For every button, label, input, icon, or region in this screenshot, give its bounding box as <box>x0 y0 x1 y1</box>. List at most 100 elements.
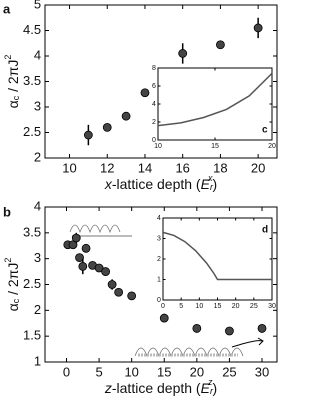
data-point <box>102 123 112 132</box>
y-axis-label-part: c <box>11 298 21 303</box>
x-axis-label-part: z <box>207 377 213 387</box>
y-axis-label-part: / 2πJ <box>5 60 21 96</box>
data-point <box>127 291 137 301</box>
y-tick-label: 0 <box>152 137 156 144</box>
inset: 0 5 10 15 20 25 30 0 1 2 3 4 d <box>157 215 276 310</box>
y-tick-label: 2 <box>34 302 41 317</box>
data-point <box>81 243 91 253</box>
data-point <box>94 263 104 273</box>
y-tick-label: 2.5 <box>23 276 41 291</box>
y-tick-label: 3.5 <box>23 73 41 88</box>
data-point <box>159 313 169 323</box>
x-tick-label: 15 <box>211 143 219 150</box>
data-point <box>121 111 131 121</box>
y-tick-label: 2 <box>157 256 161 263</box>
x-axis-label: x-lattice depth (Erx) <box>104 173 217 192</box>
data-line <box>162 231 272 281</box>
x-tick-label: 5 <box>179 303 183 310</box>
x-axis-label-part: -lattice depth ( <box>112 176 201 192</box>
y-tick-label: 4 <box>34 198 41 213</box>
x-tick-label: 20 <box>232 303 240 310</box>
y-tick-label: 1.5 <box>23 328 41 343</box>
x-tick-label: 20 <box>268 143 276 150</box>
data-point <box>75 253 84 263</box>
y-tick-label: 5 <box>34 0 41 11</box>
y-axis-label-part: 2 <box>3 55 13 60</box>
y-axis-label: αc / 2πJ2 <box>3 55 21 109</box>
y-tick-label: 8 <box>152 65 156 72</box>
data-point <box>178 49 188 58</box>
y-tick-label: 2 <box>152 119 156 126</box>
y-tick-label: 2 <box>34 149 41 164</box>
y-tick-label: 3 <box>34 250 41 265</box>
x-tick-label: 10 <box>124 364 138 379</box>
data-point <box>114 287 124 297</box>
x-tick-label: 25 <box>222 364 236 379</box>
y-axis-label-part: α <box>5 303 21 311</box>
data-point <box>216 40 225 50</box>
y-axis-label-part: 2 <box>3 258 13 263</box>
x-axis-label-part: -lattice depth ( <box>112 380 201 396</box>
inset: 10 15 20 0 2 4 6 8 c <box>152 65 276 150</box>
x-tick-label: 0 <box>161 303 165 310</box>
data-line <box>157 72 273 127</box>
x-tick-label: 18 <box>213 160 227 175</box>
x-tick-label: 16 <box>175 160 189 175</box>
data-point <box>101 267 111 276</box>
inset-background <box>158 68 272 140</box>
y-axis-label: αc / 2πJ2 <box>3 258 21 312</box>
x-tick-label: 15 <box>214 303 222 310</box>
x-tick-label: 10 <box>154 143 162 150</box>
y-axis-label-part: / 2πJ <box>5 263 21 299</box>
x-axis-label-part: ) <box>212 176 217 192</box>
x-axis-label-part: r <box>210 386 214 396</box>
x-axis-label-part: r <box>210 182 214 192</box>
x-axis-label-part: x <box>207 173 213 183</box>
y-tick-label: 2.5 <box>23 124 41 139</box>
y-tick-label: 4 <box>152 101 156 108</box>
x-axis-label-part: ) <box>212 380 217 396</box>
x-axis-label-part: E <box>201 176 211 192</box>
y-tick-label: 6 <box>152 83 156 90</box>
y-tick-label: 3 <box>34 98 41 113</box>
x-axis-label: z-lattice depth (Erz) <box>104 377 217 396</box>
panel-label: b <box>3 204 11 219</box>
x-axis-label-part: E <box>201 380 211 396</box>
y-tick-label: 3.5 <box>23 224 41 239</box>
y-tick-label: 4.5 <box>23 22 41 37</box>
data-point <box>253 23 263 33</box>
data-point <box>83 130 93 140</box>
x-tick-label: 15 <box>157 364 171 379</box>
x-tick-label: 20 <box>190 364 204 379</box>
panel-label: d <box>262 225 268 236</box>
data-point <box>71 233 81 243</box>
x-tick-label: 10 <box>195 303 203 310</box>
data-point <box>225 326 234 336</box>
x-tick-label: 20 <box>251 160 265 175</box>
data-point <box>140 88 150 98</box>
data-point <box>78 262 88 271</box>
y-tick-label: 4 <box>34 47 41 62</box>
x-tick-label: 30 <box>268 303 276 310</box>
data-point <box>192 324 202 333</box>
panel-label: a <box>3 1 11 16</box>
y-tick-label: 1 <box>34 353 41 368</box>
data-point <box>257 324 267 333</box>
y-axis-label-part: c <box>11 95 21 100</box>
y-tick-label: 0 <box>157 297 161 304</box>
x-axis-label-part: z <box>104 380 112 396</box>
x-axis-label-part: x <box>104 176 113 192</box>
lattice-sketch <box>69 224 264 358</box>
x-tick-label: 5 <box>95 364 102 379</box>
x-tick-label: 25 <box>250 303 258 310</box>
x-tick-label: 30 <box>255 364 269 379</box>
y-tick-label: 1 <box>157 276 161 283</box>
y-axis-label-part: α <box>5 100 21 108</box>
y-tick-label: 4 <box>157 215 161 222</box>
x-tick-label: 14 <box>138 160 152 175</box>
y-tick-label: 3 <box>157 235 161 242</box>
x-tick-label: 12 <box>100 160 114 175</box>
